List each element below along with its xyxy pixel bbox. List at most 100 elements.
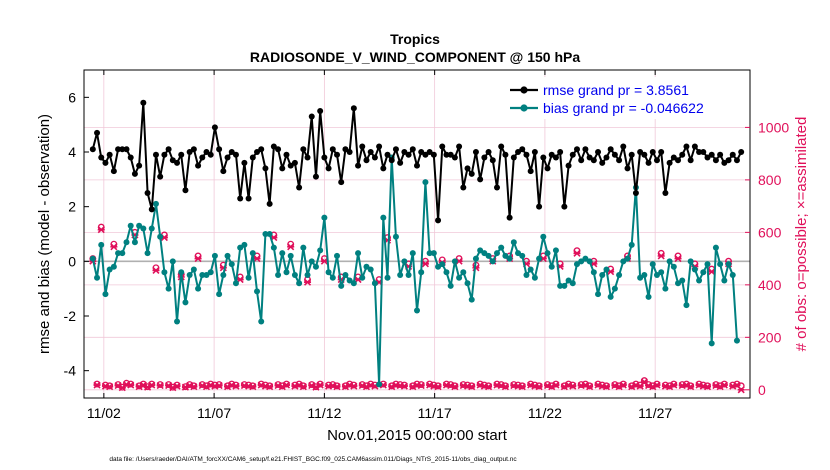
bias-point [207,269,214,276]
rmse-point [653,157,660,164]
obs-assimilated-marker [350,382,358,390]
rmse-point [435,217,442,224]
bias-point [174,318,181,325]
bias-point [498,244,505,251]
obs-assimilated-marker [518,383,526,391]
obs-assimilated-marker [106,383,114,391]
rmse-point [477,176,484,183]
rmse-point [283,151,290,158]
obs-assimilated-marker [670,381,678,389]
bias-point [224,252,231,259]
bias-point [649,261,656,268]
legend-bias-marker [520,104,528,112]
obs-assimilated-marker [266,383,274,391]
rmse-point [334,151,341,158]
obs-assimilated-marker [573,249,581,257]
bias-point [544,250,551,257]
rmse-point [531,149,538,155]
rmse-point [127,154,134,161]
chart-title: Tropics [390,31,440,47]
obs-assimilated-marker [215,382,223,390]
bias-point [245,274,252,281]
bias-point [696,277,703,284]
obs-assimilated-marker [299,383,307,391]
obs-assimilated-marker [485,383,493,391]
rmse-point [683,143,690,150]
rmse-point [536,203,543,210]
obs-assimilated-marker [619,381,627,389]
rmse-point [329,146,336,153]
bias-point [691,266,698,273]
bias-point [708,340,715,347]
rmse-point [439,143,446,150]
obs-assimilated-marker [653,381,661,389]
rmse-point [632,190,639,196]
data-file-footnote: data file: /Users/raeder/DAI/ATM_forcXX/… [109,456,517,463]
bias-point [384,274,391,281]
bias-point [472,255,479,262]
rmse-point [237,195,244,202]
bias-point [110,263,117,270]
rmse-point [161,151,168,158]
obs-possible-marker [156,381,164,389]
rmse-point [527,168,534,175]
obs-assimilated-marker [417,382,425,390]
obs-assimilated-marker [93,381,101,389]
bias-point [590,269,597,276]
obs-assimilated-marker [152,266,160,274]
obs-assimilated-marker [249,383,257,391]
bias-point [296,280,303,287]
rmse-point [729,151,736,158]
obs-assimilated-marker [148,381,156,389]
obs-assimilated-marker [657,252,665,260]
legend: rmse grand pr = 3.8561 bias grand pr = -… [505,77,746,119]
rmse-point [645,159,652,166]
rmse-point [262,165,269,172]
bias-point [548,263,555,270]
rmse-point [498,143,505,150]
rmse-point [590,157,597,164]
bias-point [195,285,202,292]
rmse-point [199,154,206,161]
bias-point [447,282,454,289]
bias-point [414,307,420,314]
rmse-point [733,157,740,164]
rmse-point [140,99,147,106]
grid-lines [84,70,750,398]
bias-point [178,269,185,276]
rmse-point [136,162,143,169]
rmse-point [443,151,450,158]
rmse-point [359,143,366,150]
bias-point [405,272,412,278]
rmse-point [616,157,623,164]
y-right-tick-label: 1000 [758,119,789,135]
bias-point [115,250,122,257]
bias-point [262,231,269,237]
bias-point [460,269,467,276]
rmse-point [607,146,614,153]
legend-bias-label: bias grand pr = -0.046622 [543,100,704,116]
y-right-tick-label: 200 [758,329,782,345]
legend-rmse-marker [520,86,528,94]
rmse-point [380,165,387,172]
bias-point [687,258,694,265]
rmse-point [300,146,307,153]
rmse-point [414,162,420,169]
bias-point [131,239,138,246]
bias-point [254,288,261,295]
legend-box [505,77,746,119]
rmse-point [245,195,252,202]
bias-point [397,272,404,278]
obs-assimilated-marker [421,260,429,268]
obs-assimilated-marker [194,255,202,263]
obs-assimilated-marker [156,382,164,390]
rmse-point [308,113,315,120]
rmse-point [468,170,475,177]
bias-point [586,258,593,265]
rmse-point [144,190,151,196]
obs-assimilated-marker [110,243,118,251]
rmse-point [691,143,698,150]
obs-possible-marker [720,380,728,388]
obs-assimilated-marker [173,382,181,390]
rmse-point [666,159,673,166]
